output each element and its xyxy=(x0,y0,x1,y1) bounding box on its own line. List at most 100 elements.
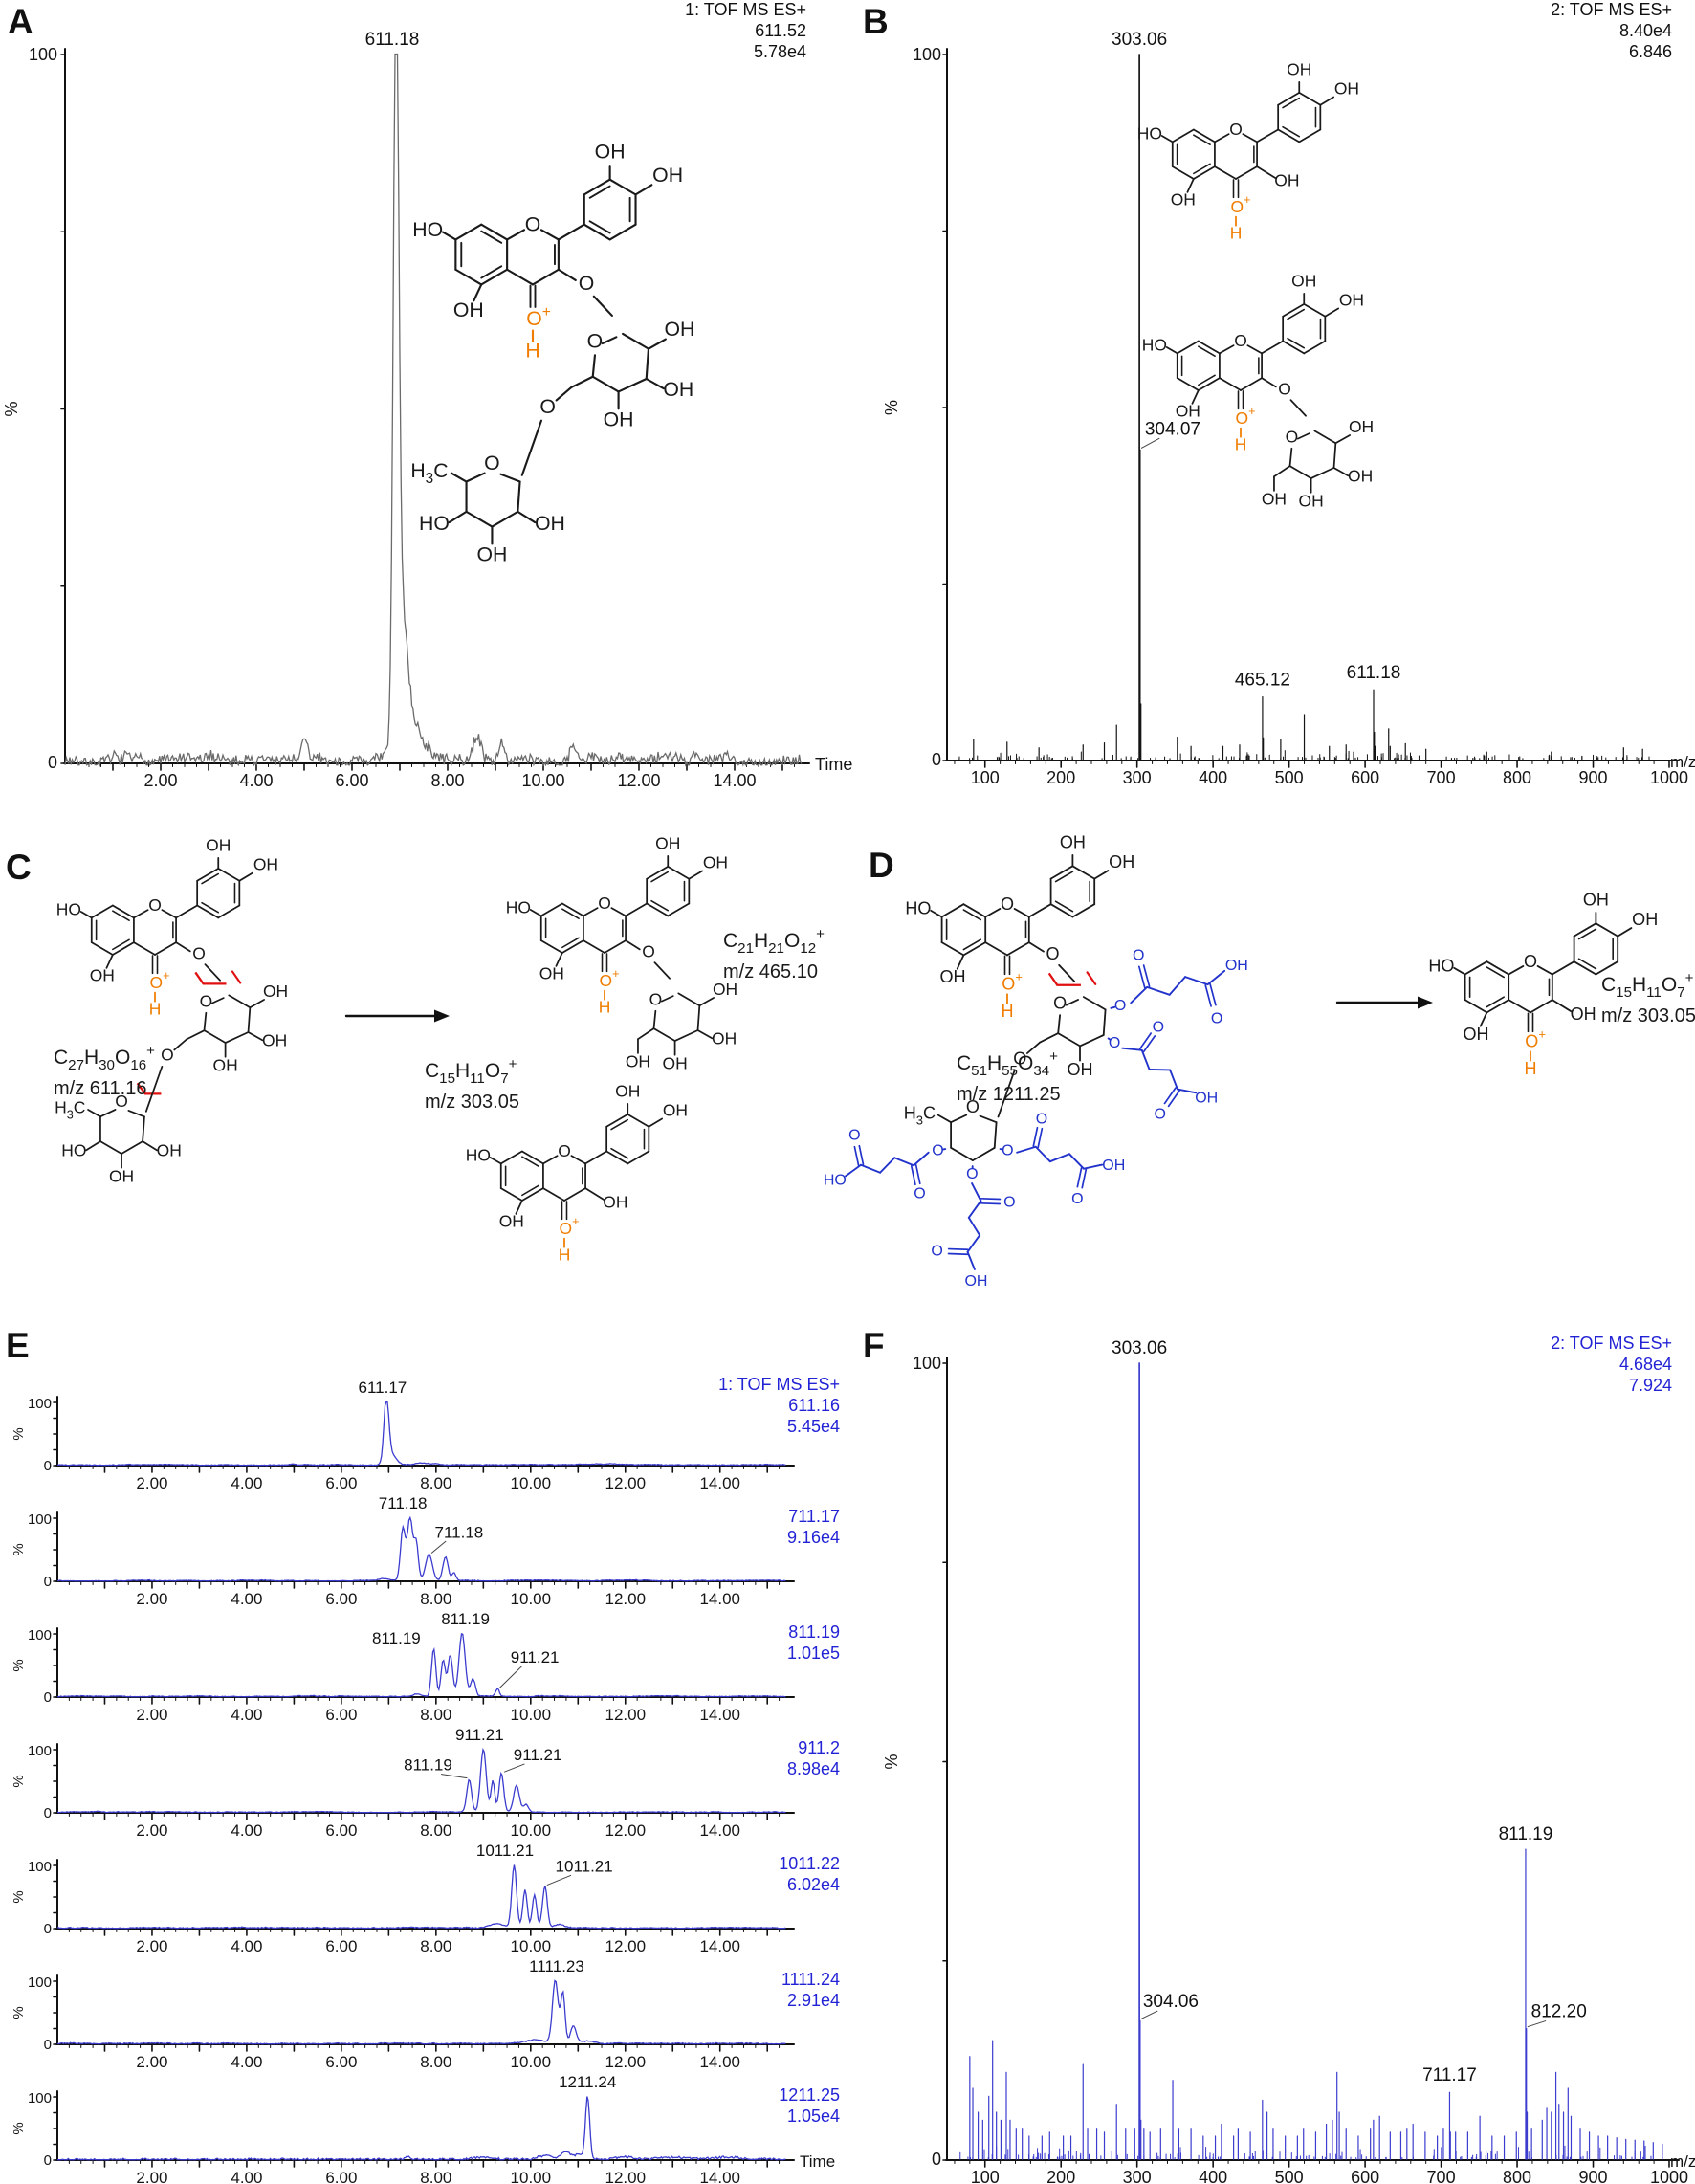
atom-label: O+ xyxy=(149,969,169,992)
atom-label: OH xyxy=(539,964,564,983)
x-tick-label: 800 xyxy=(1503,2168,1531,2184)
atom-label: HO xyxy=(1428,957,1454,976)
x-tick-label: 12.00 xyxy=(605,1937,646,1955)
atom-label: O xyxy=(1003,1194,1015,1210)
atom-label: OH xyxy=(662,1053,687,1072)
arrowhead xyxy=(434,1009,450,1023)
atom-label: O xyxy=(914,1186,925,1202)
acquisition-info: 8.40e4 xyxy=(1619,21,1672,40)
x-tick-label: 12.00 xyxy=(605,2053,646,2071)
y-tick-100: 100 xyxy=(28,1743,52,1759)
y-axis-label: % xyxy=(11,2006,27,2019)
peak-label: 812.20 xyxy=(1531,2002,1587,2022)
acquisition-info: 2: TOF MS ES+ xyxy=(1551,0,1672,19)
acquisition-info: 6.02e4 xyxy=(787,1875,840,1894)
atom-label: OH xyxy=(1109,852,1134,871)
panel-f-letter: F xyxy=(863,1326,885,1365)
atom-label: OH xyxy=(253,855,278,874)
y-tick-100: 100 xyxy=(913,1354,941,1373)
atom-label: O xyxy=(1071,1191,1083,1207)
acquisition-info: 711.17 xyxy=(788,1507,840,1526)
peak-label: 611.18 xyxy=(1347,663,1401,683)
x-tick-label: 300 xyxy=(1123,2168,1152,2184)
peak-label: 303.06 xyxy=(1112,1338,1167,1358)
structure-quercetin-glucoside-b: O O+ H OH OH HO OH O O OH OH OH OH xyxy=(1142,271,1374,510)
atom-label: O+ xyxy=(599,967,619,990)
atom-label: O xyxy=(1154,1107,1165,1123)
atom-label: HO xyxy=(419,512,450,535)
acquisition-info: 8.98e4 xyxy=(787,1759,840,1778)
peak-label: 911.21 xyxy=(511,1648,560,1666)
x-axis-label: m/z xyxy=(1670,753,1695,771)
x-tick-label: 12.00 xyxy=(617,771,660,790)
ion-mz: m/z 1211.25 xyxy=(957,1084,1061,1105)
atom-label: O xyxy=(1001,894,1014,914)
x-tick-label: 100 xyxy=(971,2168,1000,2184)
y-axis-label: % xyxy=(11,1890,27,1903)
atom-label: HO xyxy=(1137,124,1162,143)
atom-label: O xyxy=(558,1141,571,1160)
acquisition-info: 6.846 xyxy=(1629,42,1672,61)
atom-label: O xyxy=(966,1097,980,1116)
x-tick-label: 10.00 xyxy=(521,771,564,790)
panel-f-spectrum: 1000%100 200 300 400 500 600 700 800 900 1000m/z3… xyxy=(882,1334,1695,2184)
panel-d-letter: D xyxy=(869,846,894,885)
panel-e6-chromatogram: 100 0% 2.00 4.00 6.00 8.00 10.00 12.00 14.00 1111… xyxy=(11,1957,840,2071)
atom-label: OH xyxy=(1060,832,1086,851)
y-tick-0: 0 xyxy=(932,2150,941,2169)
atom-label: OH xyxy=(1632,910,1658,929)
atom-label: OH xyxy=(453,298,484,321)
peak-label: 611.18 xyxy=(365,30,420,50)
atom-label: H xyxy=(149,1000,162,1019)
atom-label: OH xyxy=(604,408,634,430)
x-tick-label: 6.00 xyxy=(325,1706,357,1724)
peak-label: 711.17 xyxy=(1422,2065,1477,2085)
atom-label: HO xyxy=(905,899,931,918)
x-tick-label: 10.00 xyxy=(511,1590,552,1608)
atom-label: OH xyxy=(663,378,693,401)
atom-label: HO xyxy=(56,900,81,919)
atom-label: O xyxy=(1013,1048,1026,1068)
ion-formula: C51H55O34+ xyxy=(957,1048,1058,1079)
x-tick-label: 200 xyxy=(1046,2168,1075,2184)
structure-quercetin-b: O O+ H OH OH HO OH OH xyxy=(1137,59,1359,242)
panel-a-letter: A xyxy=(8,2,33,41)
x-tick-label: 8.00 xyxy=(420,2169,451,2184)
panel-a-chromatogram: 100 0% 2.00 4.00 6.00 8.00 10.00 12.00 14.00 Time… xyxy=(2,0,852,790)
x-tick-label: 12.00 xyxy=(605,2169,646,2184)
peak-label: 911.21 xyxy=(455,1726,504,1744)
atom-label: OH xyxy=(263,982,288,1001)
atom-label: OH xyxy=(1571,1004,1596,1024)
atom-label: OH xyxy=(1176,402,1200,421)
acquisition-info: 811.19 xyxy=(788,1622,840,1642)
acquisition-info: 9.16e4 xyxy=(787,1528,840,1547)
atom-label: OH xyxy=(1287,59,1311,78)
structure-quercetin-rutinoside-c: O O+ H OH OH HO OH O O OH OH OH O O H3C OH OH HO C27H30O16… xyxy=(54,835,288,1185)
atom-label: O xyxy=(587,330,604,353)
atom-label: OH xyxy=(663,1101,688,1120)
y-tick-100: 100 xyxy=(28,1859,52,1875)
x-tick-label: 10.00 xyxy=(511,1706,552,1724)
atom-label: OH xyxy=(1102,1158,1125,1174)
x-tick-label: 4.00 xyxy=(231,1937,262,1955)
x-axis-label: m/z xyxy=(1670,2152,1695,2171)
y-axis-label: % xyxy=(11,1427,27,1440)
atom-label: OH xyxy=(1334,79,1359,99)
y-tick-0: 0 xyxy=(932,750,941,769)
ion-mz: m/z 303.05 xyxy=(1601,1005,1695,1026)
acquisition-info: 1.01e5 xyxy=(787,1644,840,1663)
atom-label: OH xyxy=(1274,170,1299,189)
x-tick-label: 200 xyxy=(1046,768,1075,787)
atom-label: O+ xyxy=(1525,1027,1546,1051)
atom-label: H3C xyxy=(55,1098,85,1122)
y-tick-100: 100 xyxy=(28,1974,52,1991)
y-axis-label: % xyxy=(11,1659,27,1671)
x-tick-label: 8.00 xyxy=(430,771,464,790)
x-tick-label: 6.00 xyxy=(325,1590,357,1608)
structure-quercetin-succinyl-rutinoside-d: OO+HOHOHHOOHOOOHOOH3COOOOHOOOOHOOOOHOOOO… xyxy=(824,832,1248,1290)
atom-label: OH xyxy=(499,1212,524,1231)
ion-formula: C21H21O12+ xyxy=(723,926,825,957)
acquisition-info: 1011.22 xyxy=(779,1854,840,1873)
atom-label: O xyxy=(598,893,611,913)
